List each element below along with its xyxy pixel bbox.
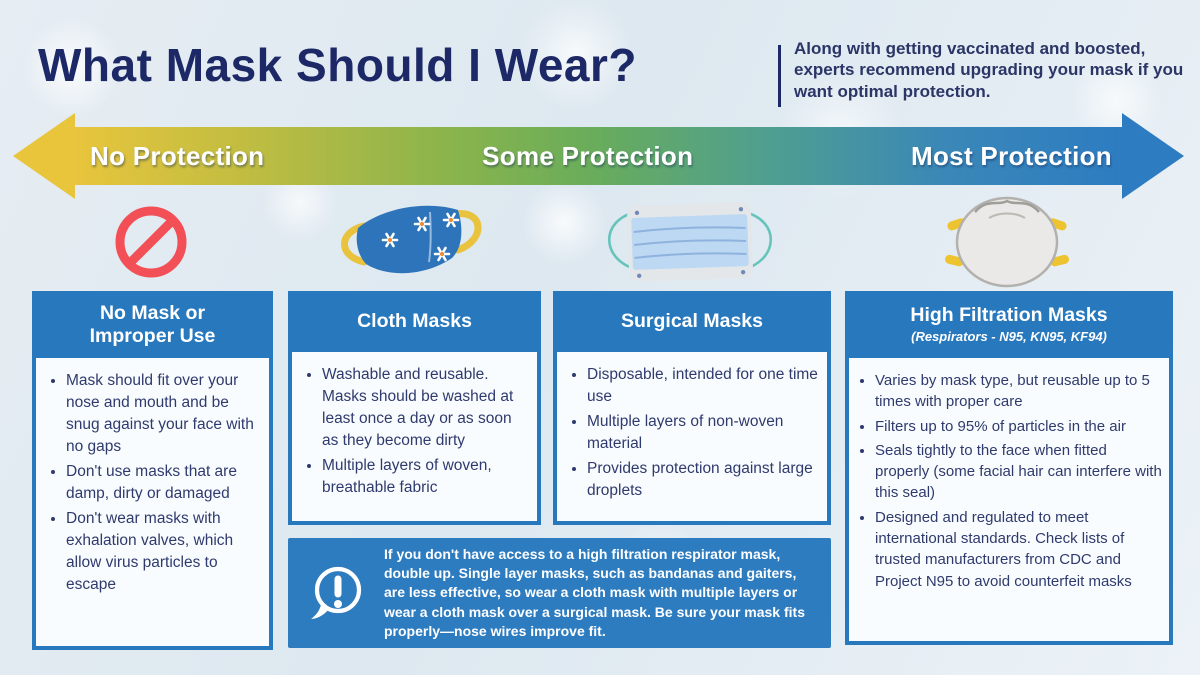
double-up-tip-banner: If you don't have access to a high filtr… [288,538,831,648]
card-subtitle: (Respirators - N95, KN95, KF94) [911,328,1107,344]
bullet-item: Designed and regulated to meet internati… [875,507,1163,592]
card-title: Cloth Masks [357,310,472,333]
no-mask-icon [115,206,187,278]
bullet-item: Don't use masks that are damp, dirty or … [66,461,263,505]
scale-label-some-protection: Some Protection [482,140,694,171]
card-body: Washable and reusable. Masks should be w… [288,352,541,525]
bullet-item: Don't wear masks with exhalation valves,… [66,508,263,596]
arrow-left-icon [13,113,75,199]
arrow-right-icon [1122,113,1184,199]
alert-speech-bubble-icon [311,566,362,619]
bullet-item: Mask should fit over your nose and mouth… [66,370,263,458]
card-high-filtration-masks: High Filtration Masks (Respirators - N95… [845,291,1173,645]
card-title: High Filtration Masks [910,304,1108,327]
card-cloth-masks: Cloth Masks Washable and reusable. Masks… [288,291,541,525]
bullet-list: Disposable, intended for one time useMul… [557,364,821,502]
card-body: Mask should fit over your nose and mouth… [32,358,273,650]
bullet-list: Washable and reusable. Masks should be w… [292,364,531,499]
bullet-list: Varies by mask type, but reusable up to … [849,370,1163,592]
header-divider [778,45,781,107]
card-title: Surgical Masks [621,310,763,333]
bullet-item: Washable and reusable. Masks should be w… [322,364,531,452]
scale-label-no-protection: No Protection [90,140,265,171]
bullet-item: Multiple layers of non-woven material [587,411,821,455]
card-header: No Mask or Improper Use [32,291,273,358]
card-surgical-masks: Surgical Masks Disposable, intended for … [553,291,831,525]
card-no-mask: No Mask or Improper Use Mask should fit … [32,291,273,650]
header-subtitle: Along with getting vaccinated and booste… [794,39,1184,101]
cloth-mask-icon [341,205,482,274]
bullet-item: Filters up to 95% of particles in the ai… [875,416,1163,437]
card-header: Surgical Masks [553,291,831,352]
protection-scale-arrow: No Protection Some Protection Most Prote… [70,127,1126,185]
surgical-mask-icon [608,202,772,282]
card-body: Varies by mask type, but reusable up to … [845,358,1173,645]
card-header: High Filtration Masks (Respirators - N95… [845,291,1173,358]
page-title: What Mask Should I Wear? [38,39,637,91]
card-title: No Mask or Improper Use [89,302,216,347]
n95-respirator-icon [945,196,1069,288]
bullet-item: Disposable, intended for one time use [587,364,821,408]
bullet-item: Varies by mask type, but reusable up to … [875,370,1163,413]
scale-label-most-protection: Most Protection [911,140,1112,171]
bullet-item: Multiple layers of woven, breathable fab… [322,455,531,499]
card-header: Cloth Masks [288,291,541,352]
bullet-item: Seals tightly to the face when fitted pr… [875,440,1163,504]
alert-text: If you don't have access to a high filtr… [384,545,805,639]
card-body: Disposable, intended for one time useMul… [553,352,831,525]
bullet-list: Mask should fit over your nose and mouth… [36,370,263,596]
bullet-item: Provides protection against large drople… [587,458,821,502]
